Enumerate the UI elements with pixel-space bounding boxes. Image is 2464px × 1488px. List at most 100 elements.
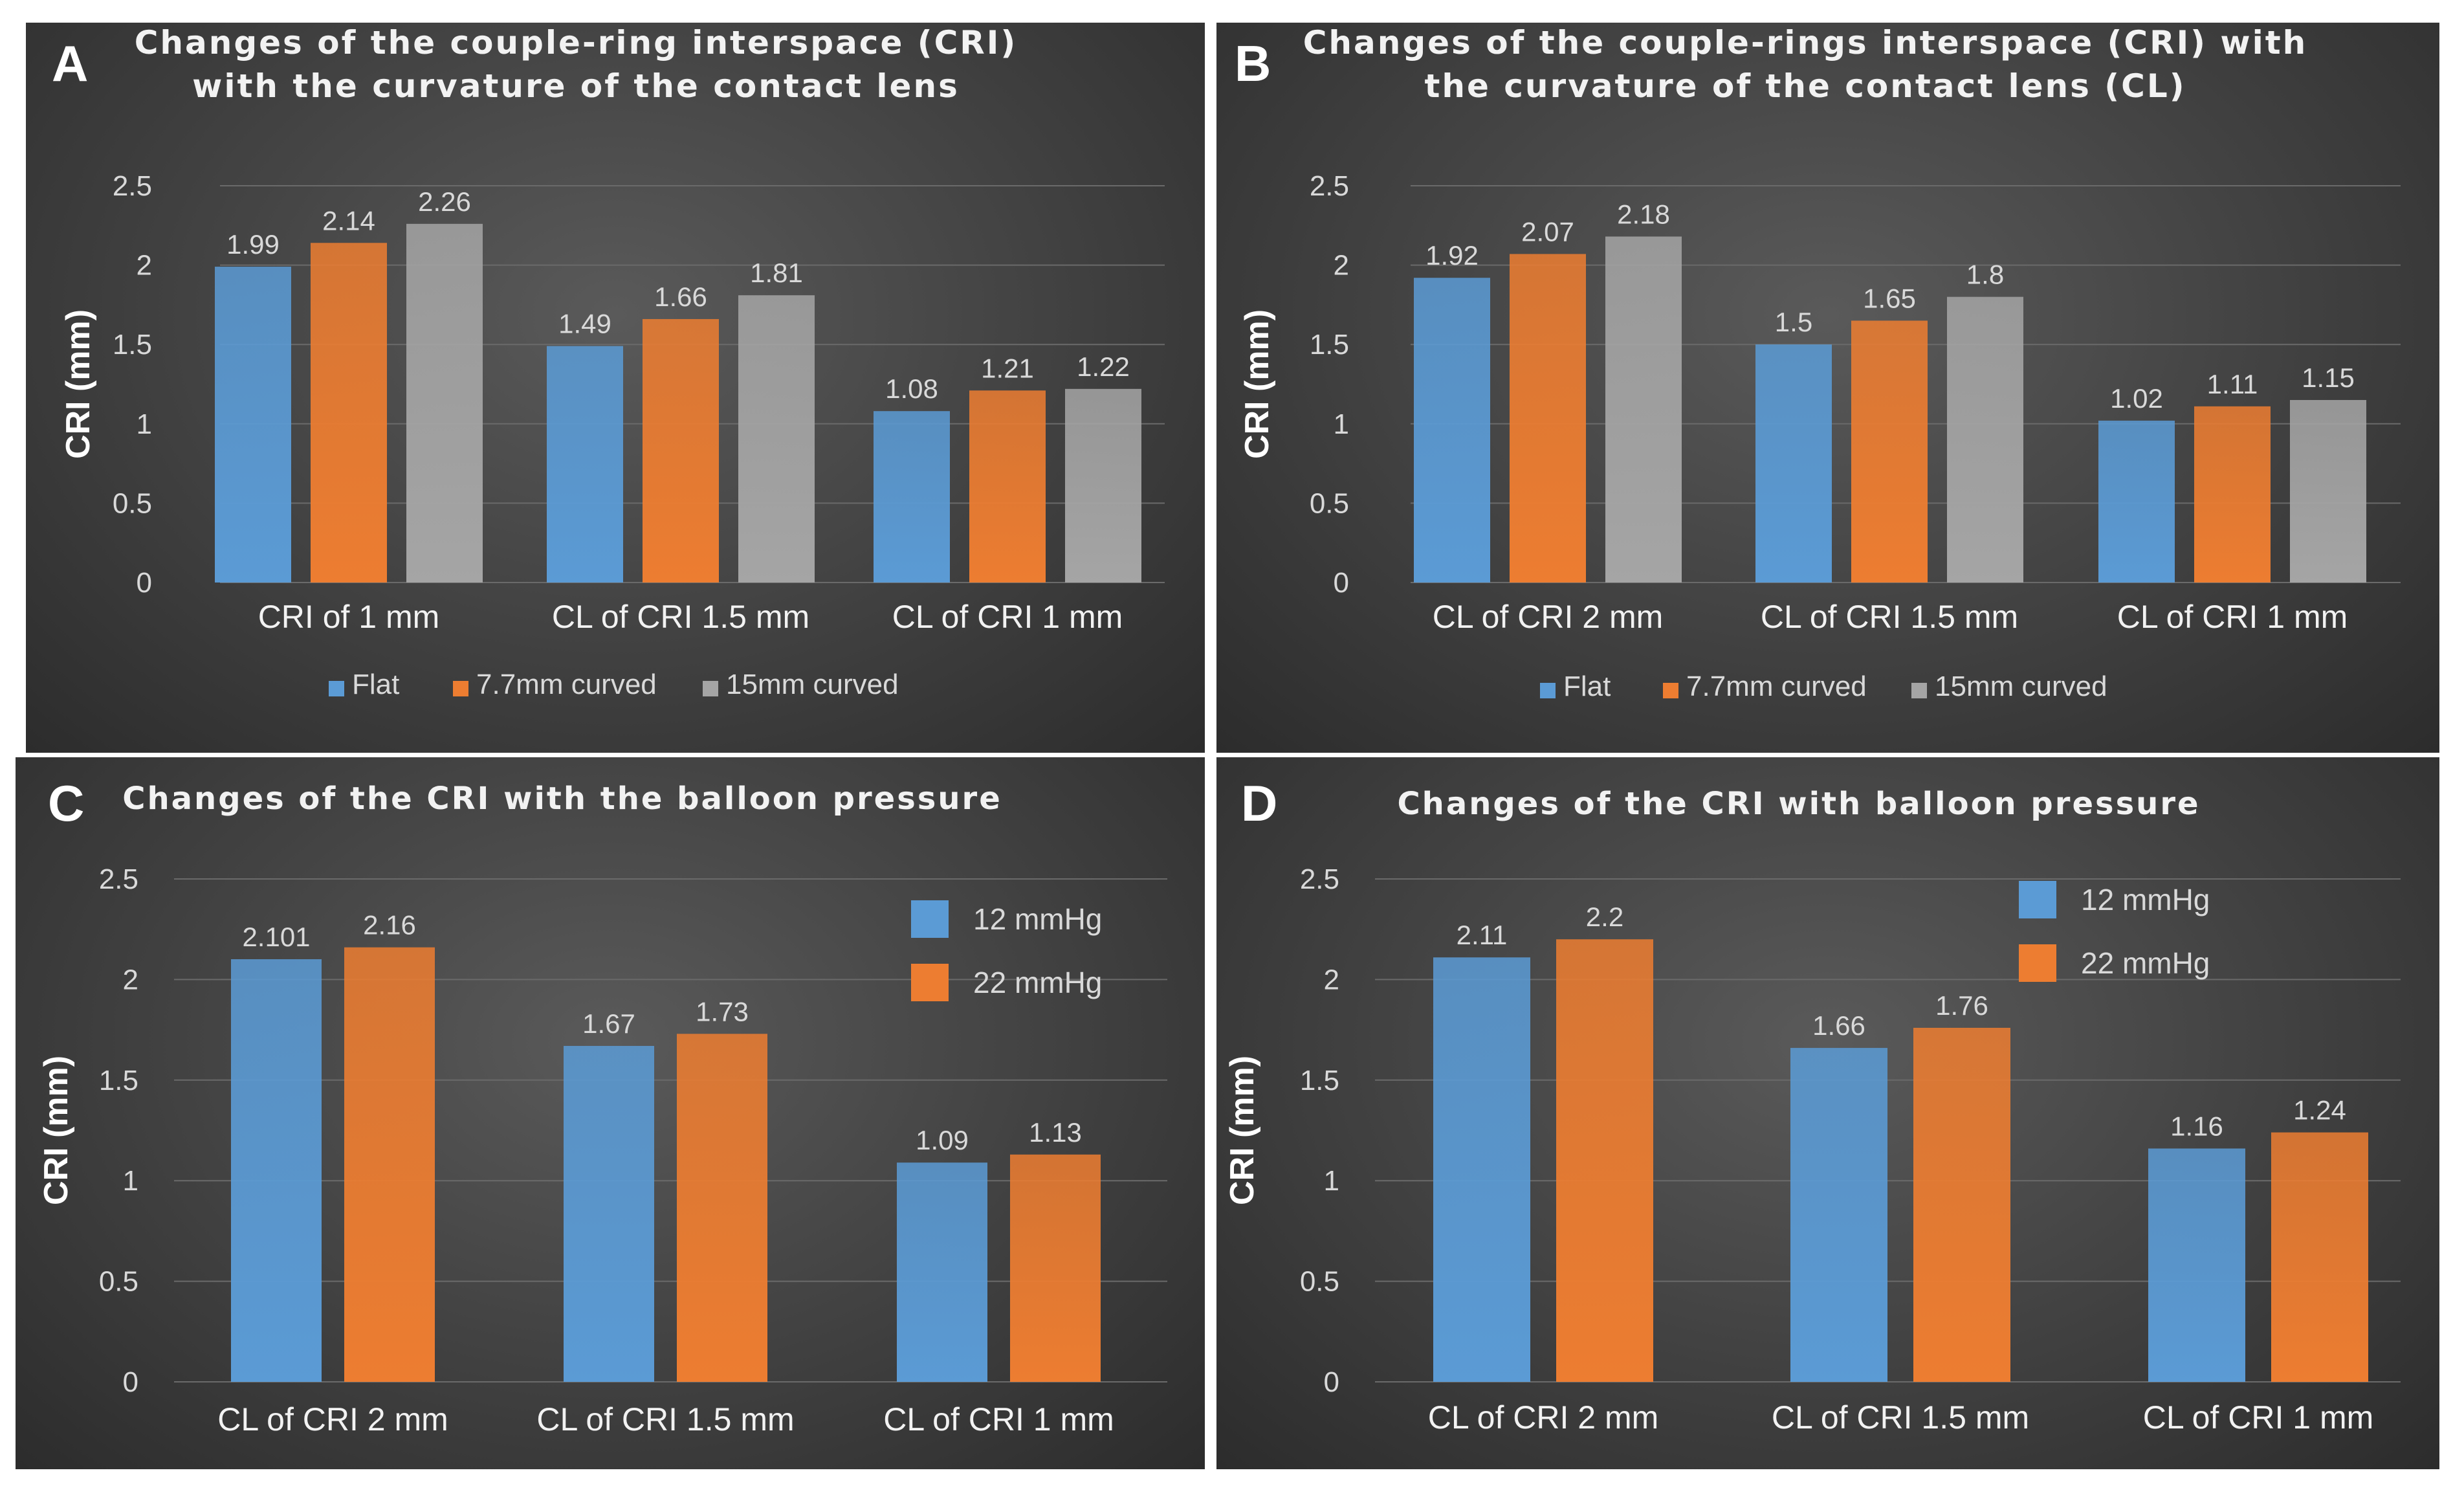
y-tick-label: 1	[1324, 1165, 1339, 1197]
x-category-label: CL of CRI 2 mm	[1433, 599, 1664, 635]
data-label: 1.76	[1935, 990, 1988, 1021]
y-tick-label: 1	[123, 1165, 138, 1197]
data-label: 2.07	[1521, 216, 1574, 247]
legend-swatch	[911, 900, 949, 938]
y-tick-label: 2.5	[1310, 170, 1349, 202]
legend-label: 7.7mm curved	[1686, 671, 1867, 702]
bar	[2148, 1148, 2245, 1382]
data-label: 2.101	[242, 922, 310, 952]
y-tick-label: 0	[123, 1366, 138, 1398]
y-tick-label: 0.5	[113, 487, 152, 519]
chart-panel-c: C Changes of the CRI with the balloon pre…	[16, 757, 1205, 1469]
bar	[564, 1045, 654, 1382]
data-label: 1.65	[1863, 283, 1916, 313]
data-label: 1.13	[1029, 1117, 1082, 1148]
chart-panel-a: A Changes of the couple-ring interspace (…	[26, 23, 1205, 753]
chart-svg: D Changes of the CRI with balloon pressur…	[1224, 775, 2401, 1436]
x-category-label: CL of CRI 1.5 mm	[552, 599, 809, 635]
chart-svg: A Changes of the couple-ring interspace (…	[52, 24, 1165, 700]
bar	[2290, 400, 2366, 583]
y-tick-label: 2	[1324, 964, 1339, 995]
legend-swatch	[1540, 683, 1556, 698]
bar	[344, 947, 435, 1382]
bar	[231, 959, 322, 1382]
bar	[1913, 1027, 2010, 1382]
legend-label: Flat	[1563, 671, 1611, 702]
y-tick-label: 1.5	[113, 329, 152, 361]
data-label: 1.66	[1812, 1010, 1865, 1041]
x-category-label: CL of CRI 1 mm	[883, 1401, 1114, 1438]
bar	[1414, 278, 1490, 583]
y-axis-label: CRI (mm)	[60, 309, 97, 459]
chart-title: Changes of the couple-ring interspace (C…	[135, 24, 1018, 61]
chart-svg: B Changes of the couple-rings interspace …	[1235, 24, 2401, 702]
y-tick-label: 1.5	[1310, 329, 1349, 361]
chart-title: the curvature of the contact lens (CL)	[1424, 67, 2186, 105]
data-label: 1.8	[1966, 260, 2004, 290]
x-category-label: CL of CRI 1.5 mm	[1772, 1399, 2029, 1436]
x-category-label: CL of CRI 1.5 mm	[1761, 599, 2018, 635]
panel-letter: C	[48, 775, 84, 832]
data-label: 1.67	[582, 1008, 635, 1039]
bar	[1010, 1154, 1101, 1382]
bar	[1755, 344, 1832, 583]
legend-swatch	[911, 964, 949, 1001]
y-tick-label: 0.5	[1310, 487, 1349, 519]
bar	[1947, 296, 2023, 583]
legend-label: 15mm curved	[1935, 671, 2107, 702]
data-label: 1.02	[2110, 383, 2163, 414]
chart-title: Changes of the CRI with the balloon pres…	[122, 781, 1002, 817]
legend-swatch	[2019, 881, 2056, 918]
legend-label: 22 mmHg	[2081, 946, 2210, 980]
legend-swatch	[2019, 944, 2056, 982]
panel-letter: D	[1241, 775, 1277, 832]
y-tick-label: 1	[137, 408, 152, 440]
x-category-label: CL of CRI 1 mm	[2143, 1399, 2374, 1436]
y-tick-label: 2.5	[99, 863, 138, 895]
data-label: 1.24	[2293, 1095, 2346, 1126]
legend-label: Flat	[352, 669, 399, 700]
x-category-label: CL of CRI 2 mm	[1428, 1399, 1659, 1436]
chart-svg: C Changes of the CRI with the balloon pre…	[38, 775, 1167, 1438]
data-label: 1.66	[654, 282, 707, 312]
y-tick-label: 0.5	[99, 1266, 138, 1298]
data-label: 1.15	[2302, 362, 2355, 393]
data-label: 1.21	[981, 353, 1034, 383]
x-category-label: CL of CRI 2 mm	[217, 1401, 448, 1438]
chart-panel-d: D Changes of the CRI with balloon pressur…	[1216, 757, 2439, 1469]
data-label: 2.16	[363, 910, 416, 940]
data-label: 2.26	[418, 186, 471, 217]
bar	[738, 295, 815, 583]
x-category-label: CL of CRI 1 mm	[2117, 599, 2348, 635]
bar	[1790, 1048, 1887, 1382]
legend-label: 15mm curved	[726, 669, 899, 700]
bar	[677, 1034, 767, 1382]
chart-title: with the curvature of the contact lens	[192, 67, 960, 105]
bar	[969, 390, 1046, 583]
bar	[406, 223, 483, 583]
y-tick-label: 0	[137, 567, 152, 599]
legend-swatch	[453, 681, 468, 696]
bar	[1065, 388, 1141, 583]
y-tick-label: 2.5	[1300, 863, 1339, 895]
legend-swatch	[329, 681, 344, 696]
x-category-label: CL of CRI 1 mm	[892, 599, 1123, 635]
data-label: 2.11	[1457, 920, 1508, 950]
data-label: 1.92	[1425, 240, 1479, 271]
data-label: 1.99	[226, 229, 280, 260]
legend-swatch	[703, 681, 718, 696]
bar	[1510, 254, 1586, 583]
y-tick-label: 0	[1324, 1366, 1339, 1398]
y-tick-label: 0.5	[1300, 1266, 1339, 1298]
y-tick-label: 2.5	[113, 170, 152, 202]
x-category-label: CRI of 1 mm	[258, 599, 440, 635]
bar	[2194, 406, 2271, 583]
legend-swatch	[1911, 683, 1927, 698]
chart-title: Changes of the CRI with balloon pressure	[1397, 786, 2200, 822]
chart-panel-b: B Changes of the couple-rings interspace …	[1216, 23, 2439, 753]
y-tick-label: 2	[1334, 250, 1349, 282]
y-tick-label: 2	[137, 250, 152, 282]
legend-label: 7.7mm curved	[476, 669, 657, 700]
data-label: 2.14	[322, 205, 375, 236]
data-label: 2.18	[1617, 199, 1670, 229]
